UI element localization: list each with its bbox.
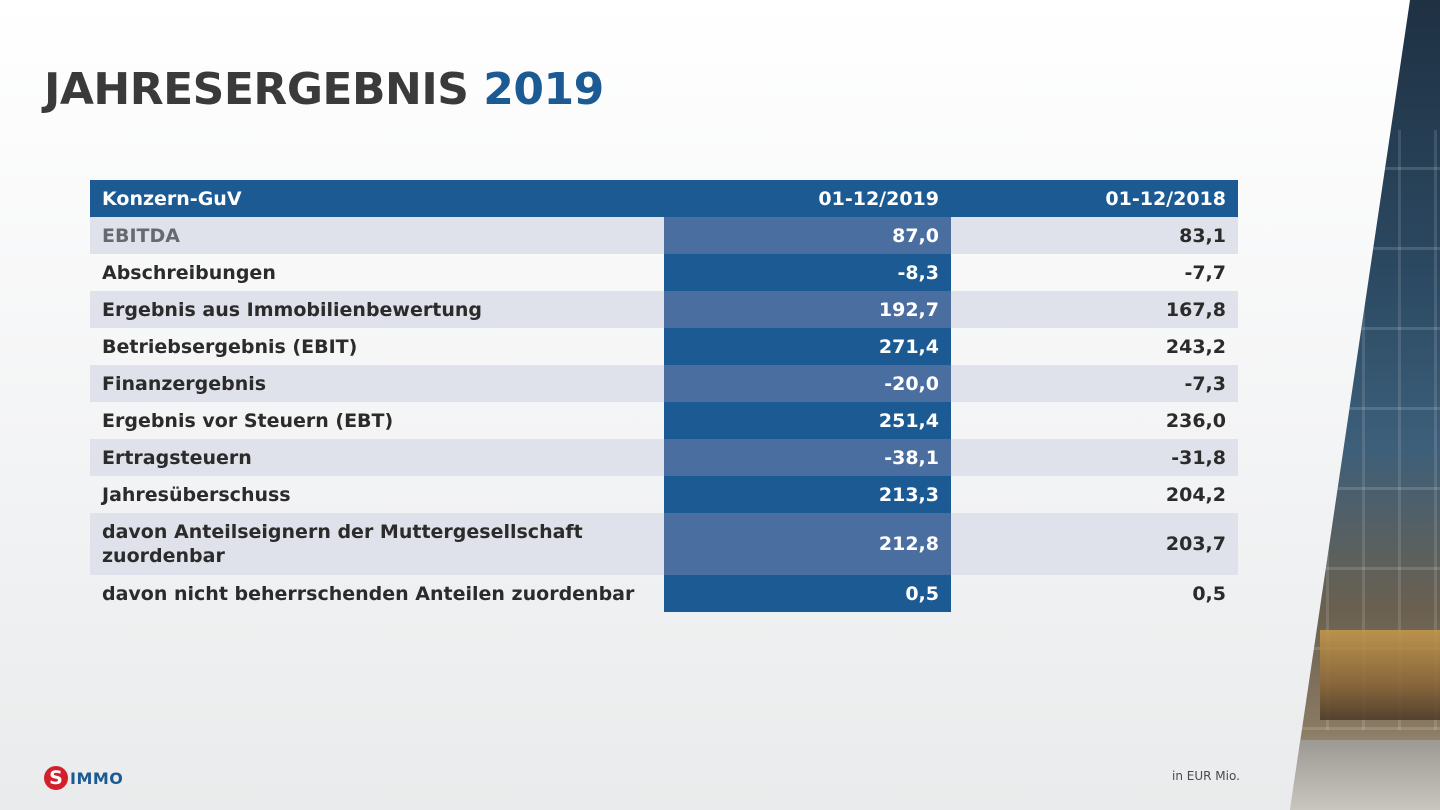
table-row: davon Anteilseignern der Muttergesellsch… (90, 513, 1238, 575)
row-label: davon Anteilseignern der Muttergesellsch… (90, 513, 664, 575)
row-value-2018: 83,1 (951, 217, 1238, 254)
row-value-2018: 0,5 (1192, 582, 1226, 605)
row-value-2018: -7,3 (951, 365, 1238, 402)
row-label: Abschreibungen (102, 261, 276, 284)
row-value-2018: -7,7 (1184, 261, 1226, 284)
row-label: EBITDA (90, 217, 664, 254)
row-value-2019: 271,4 (664, 328, 951, 365)
row-value-2018: 167,8 (951, 291, 1238, 328)
shopfront (1320, 630, 1440, 720)
row-label: Ergebnis vor Steuern (EBT) (102, 409, 394, 432)
header-2018: 01-12/2018 (951, 180, 1238, 217)
title-main: JAHRESERGEBNIS (44, 64, 469, 115)
title-year: 2019 (483, 64, 604, 115)
row-value-2018: -31,8 (951, 439, 1238, 476)
row-label: Ergebnis aus Immobilienbewertung (90, 291, 664, 328)
table-row: Ergebnis vor Steuern (EBT) 251,4 236,0 (90, 402, 1238, 439)
street (1290, 740, 1440, 810)
logo-wordmark: IMMO (70, 768, 124, 788)
building-photo (1290, 0, 1440, 810)
table-row: Finanzergebnis -20,0 -7,3 (90, 365, 1238, 402)
table-row: Ertragsteuern -38,1 -31,8 (90, 439, 1238, 476)
row-label: Jahresüberschuss (102, 483, 291, 506)
table-row: EBITDA 87,0 83,1 (90, 217, 1238, 254)
row-value-2018: 203,7 (951, 513, 1238, 575)
row-label: davon nicht beherrschenden Anteilen zuor… (102, 582, 635, 605)
header-label: Konzern-GuV (90, 180, 664, 217)
table-row: davon nicht beherrschenden Anteilen zuor… (90, 575, 1238, 612)
table-row: Jahresüberschuss 213,3 204,2 (90, 476, 1238, 513)
income-statement-table: Konzern-GuV 01-12/2019 01-12/2018 EBITDA… (90, 180, 1238, 612)
row-value-2019: 87,0 (664, 217, 951, 254)
row-value-2019: 192,7 (664, 291, 951, 328)
row-value-2018: 243,2 (1165, 335, 1226, 358)
table-row: Abschreibungen -8,3 -7,7 (90, 254, 1238, 291)
table-header-row: Konzern-GuV 01-12/2019 01-12/2018 (90, 180, 1238, 217)
table-row: Betriebsergebnis (EBIT) 271,4 243,2 (90, 328, 1238, 365)
logo-s-mark: S (44, 766, 68, 790)
header-2019: 01-12/2019 (664, 180, 951, 217)
row-label: Betriebsergebnis (EBIT) (102, 335, 358, 358)
row-label: Finanzergebnis (90, 365, 664, 402)
row-value-2018: 236,0 (1165, 409, 1226, 432)
row-value-2019: 0,5 (664, 575, 951, 612)
company-logo: S IMMO (44, 766, 123, 790)
row-value-2018: 204,2 (1165, 483, 1226, 506)
row-value-2019: -38,1 (664, 439, 951, 476)
row-value-2019: 213,3 (664, 476, 951, 513)
row-value-2019: 212,8 (664, 513, 951, 575)
table-row: Ergebnis aus Immobilienbewertung 192,7 1… (90, 291, 1238, 328)
row-value-2019: 251,4 (664, 402, 951, 439)
page-title: JAHRESERGEBNIS 2019 (44, 64, 604, 115)
row-value-2019: -8,3 (664, 254, 951, 291)
unit-note: in EUR Mio. (1172, 769, 1240, 783)
row-value-2019: -20,0 (664, 365, 951, 402)
row-label: Ertragsteuern (90, 439, 664, 476)
